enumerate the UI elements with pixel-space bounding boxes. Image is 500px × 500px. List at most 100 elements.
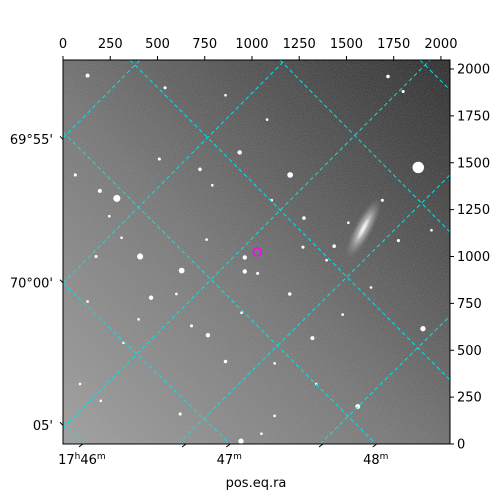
star (94, 254, 98, 259)
star (396, 239, 400, 243)
star (325, 258, 328, 262)
right-tick-label: 1750 (457, 109, 490, 124)
galaxy-core (352, 209, 375, 248)
star (430, 228, 433, 232)
star (256, 271, 260, 275)
axes-frame (62, 59, 451, 445)
ra-tick-mark (318, 443, 324, 448)
ra-tick-label: 48m (363, 452, 388, 468)
star (332, 244, 336, 248)
top-tick-label: 2000 (424, 37, 457, 52)
star (205, 238, 208, 241)
star (78, 382, 82, 386)
star (420, 326, 426, 332)
star (99, 399, 103, 403)
star (242, 269, 247, 274)
grid-line-ra (63, 282, 231, 444)
coordinate-grid (63, 60, 450, 444)
right-tick-label: 2000 (457, 63, 490, 78)
right-tick-label: 250 (457, 391, 482, 406)
dec-tick-mark (59, 279, 64, 284)
star (302, 216, 306, 220)
star (224, 93, 227, 97)
star (210, 183, 214, 187)
star (198, 167, 202, 172)
top-tick-label: 250 (98, 37, 123, 52)
star (273, 414, 276, 418)
galaxy (344, 196, 383, 260)
star (287, 172, 293, 178)
x-axis-label: pos.eq.ra (226, 476, 287, 491)
dec-tick-label: 69°55' (10, 133, 53, 148)
grid-line-ra (63, 131, 377, 444)
ra-tick-mark (181, 443, 187, 448)
star (287, 292, 292, 296)
star (137, 317, 140, 321)
ra-tick-mark (372, 443, 378, 448)
star (260, 432, 263, 436)
grid-line-dec (319, 315, 450, 444)
right-tick-label: 1500 (457, 156, 490, 171)
star (178, 412, 182, 416)
star (157, 157, 161, 161)
star (137, 253, 144, 260)
star (85, 73, 90, 78)
grid-line-ra (129, 60, 450, 381)
star (310, 336, 315, 341)
right-tick-label: 0 (457, 438, 465, 453)
ra-tick-mark (78, 443, 84, 448)
star (238, 438, 244, 444)
right-tick-label: 1000 (457, 250, 490, 265)
star (175, 292, 178, 296)
star (237, 150, 242, 155)
right-tick-label: 1250 (457, 203, 490, 218)
grid-line-dec (63, 60, 431, 429)
star (242, 255, 247, 260)
top-tick-label: 1000 (235, 37, 268, 52)
star (301, 245, 305, 249)
star (273, 362, 276, 365)
ra-tick-label: 47m (217, 452, 242, 468)
top-pixel-axis: 0 250 500 750 1000 1250 1500 1750 2000 (59, 37, 457, 60)
grid-line-dec (177, 174, 450, 444)
star (120, 236, 123, 240)
top-tick-label: 1250 (283, 37, 316, 52)
dec-tick-mark (59, 421, 64, 426)
star (265, 118, 269, 121)
ra-tick-mark (225, 443, 231, 448)
star (205, 333, 211, 338)
dec-tick-label: 05' (33, 419, 53, 434)
star (148, 295, 154, 300)
star (107, 214, 111, 218)
top-tick-label: 500 (145, 37, 170, 52)
sky-noise (63, 60, 450, 444)
star (189, 324, 194, 328)
right-pixel-axis: 0 250 500 750 1000 1250 1500 1750 2000 (450, 63, 490, 453)
marker-circle (252, 247, 263, 257)
star (341, 313, 344, 316)
star (113, 194, 121, 202)
left-dec-axis: 69°55' 70°00' 05' (10, 133, 64, 434)
top-tick-label: 0 (59, 37, 67, 52)
star (86, 300, 89, 303)
grid-line-dec (63, 60, 286, 284)
grid-line-dec (63, 60, 141, 139)
star (386, 74, 390, 79)
bottom-ra-axis: 17h46m 47m 48m (58, 443, 388, 468)
star (240, 311, 243, 315)
ra-tick-label: 17h46m (58, 452, 106, 468)
top-tick-label: 750 (192, 37, 217, 52)
star (97, 188, 102, 193)
star (369, 286, 373, 289)
star (412, 161, 424, 174)
star (223, 359, 228, 364)
top-tick-label: 1500 (330, 37, 363, 52)
star-field (73, 73, 433, 444)
dec-tick-mark (59, 135, 64, 140)
star (347, 221, 350, 225)
star (73, 173, 77, 177)
top-tick-label: 1750 (377, 37, 410, 52)
star (163, 86, 167, 90)
sky-image (63, 60, 450, 444)
